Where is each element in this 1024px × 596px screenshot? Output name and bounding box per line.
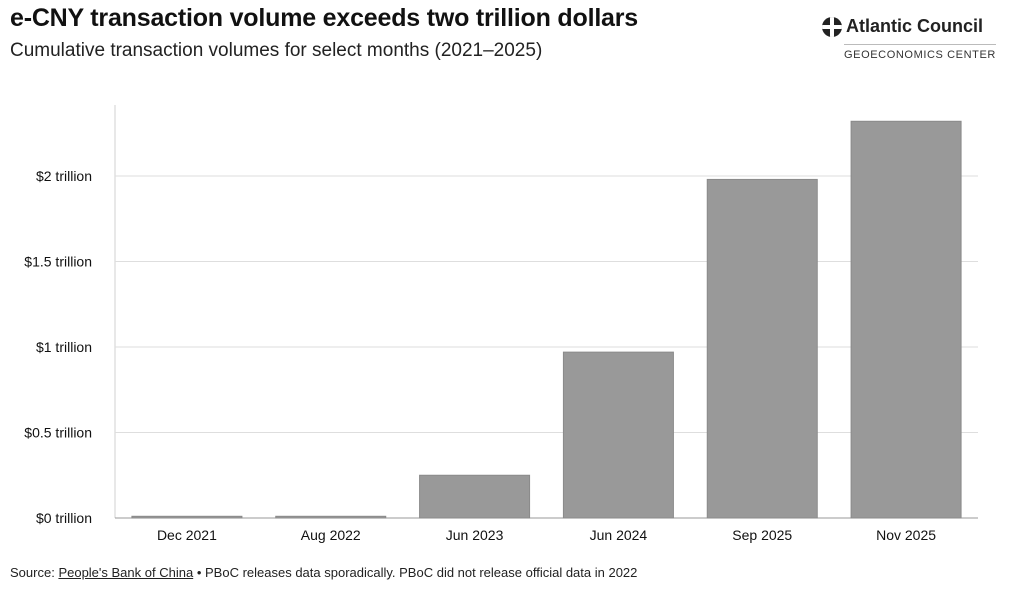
bars <box>131 120 962 519</box>
y-tick-label: $2 trillion <box>36 168 92 184</box>
y-tick-label: $0 trillion <box>36 510 92 526</box>
x-tick-label: Nov 2025 <box>876 527 936 543</box>
source-label: Source: <box>10 565 55 580</box>
chart-subtitle: Cumulative transaction volumes for selec… <box>10 40 543 61</box>
y-tick-label: $1 trillion <box>36 339 92 355</box>
x-tick-label: Sep 2025 <box>732 527 792 543</box>
footer-separator: • <box>196 565 202 580</box>
x-axis-ticks: Dec 2021 Aug 2022 Jun 2023 Jun 2024 Sep 2025… <box>157 527 936 543</box>
bar <box>275 515 387 519</box>
logo-name: Atlantic Council <box>846 16 984 36</box>
bar <box>850 120 962 519</box>
logo-subtitle: GEOECONOMICS CENTER <box>844 44 996 61</box>
atlantic-council-logo: Atlantic Council GEOECONOMICS CENTER <box>822 16 1012 66</box>
bar-chart: $0 trillion $0.5 trillion $1 trillion $1.5 … <box>24 105 978 543</box>
x-tick-label: Dec 2021 <box>157 527 217 543</box>
bar <box>131 515 243 519</box>
y-tick-label: $1.5 trillion <box>24 254 92 270</box>
x-tick-label: Jun 2024 <box>590 527 648 543</box>
source-link[interactable]: People's Bank of China <box>58 565 194 580</box>
y-axis-ticks: $0 trillion $0.5 trillion $1 trillion $1.5 … <box>24 168 92 526</box>
gridlines <box>114 105 978 519</box>
footer: Source: People's Bank of China • PBoC re… <box>10 565 637 580</box>
x-tick-label: Jun 2023 <box>446 527 504 543</box>
bar <box>562 351 674 519</box>
chart-title: e-CNY transaction volume exceeds two tri… <box>10 4 638 32</box>
globe-icon <box>822 16 842 37</box>
bar <box>706 178 818 519</box>
x-tick-label: Aug 2022 <box>301 527 361 543</box>
bar <box>419 474 531 519</box>
footer-note: PBoC releases data sporadically. PBoC di… <box>205 565 638 580</box>
y-tick-label: $0.5 trillion <box>24 425 92 441</box>
